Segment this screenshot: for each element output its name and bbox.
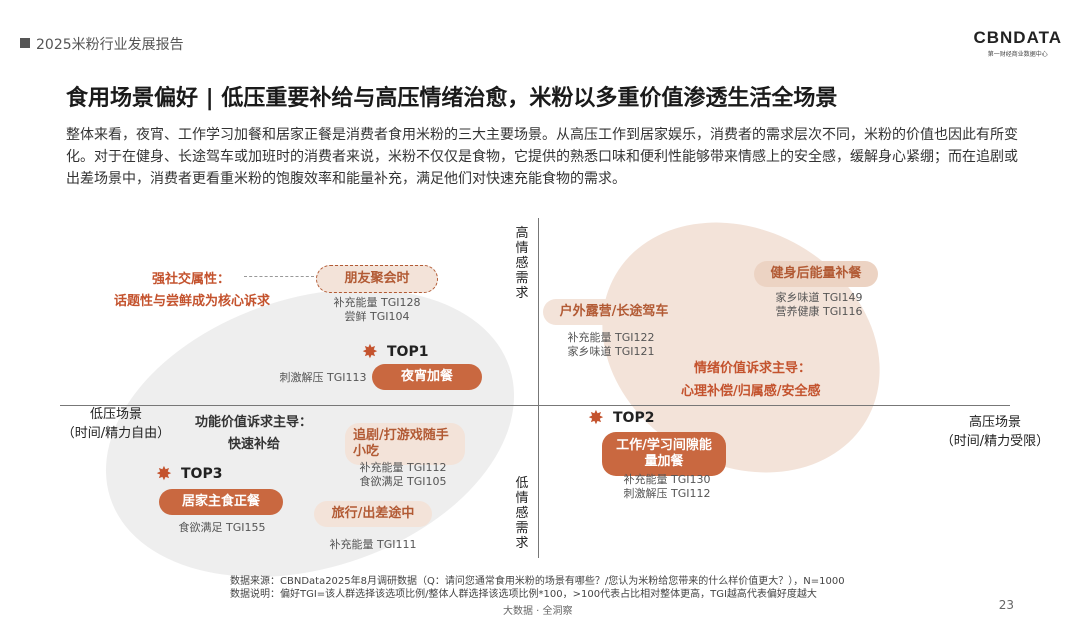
axis-left-line2: （时间/精力自由）	[61, 426, 171, 441]
report-label: 2025米粉行业发展报告	[36, 37, 184, 53]
emotional-group-title: 情绪价值诉求主导：	[694, 361, 812, 376]
scene-friends-tgi: 补充能量 TGI128 尝鲜 TGI104	[316, 296, 438, 324]
top2-label: TOP2	[613, 410, 655, 426]
scene-night-pill: 夜宵加餐	[372, 364, 482, 390]
social-connector-line	[244, 276, 314, 277]
scene-travel-tgi: 补充能量 TGI111	[329, 538, 417, 551]
scene-drama-pill: 追剧/打游戏随手小吃	[345, 423, 465, 465]
scene-gym-pill: 健身后能量补餐	[754, 261, 878, 287]
top3-star-icon: ✸	[156, 463, 172, 485]
scene-friends-pill: 朋友聚会时	[316, 265, 438, 293]
axis-right-line1: 高压场景	[968, 415, 1021, 430]
page-number: 23	[998, 598, 1014, 612]
scene-home-pill: 居家主食正餐	[159, 489, 283, 515]
cbndata-logo: CBNDATA 第一财经商业数据中心	[973, 28, 1062, 58]
footer-source: 数据来源：CBNData2025年8月调研数据（Q：请问您通常食用米粉的场景有哪…	[230, 576, 845, 587]
functional-group-title: 功能价值诉求主导：	[195, 415, 313, 430]
emotional-group-subtitle: 心理补偿/归属感/安全感	[681, 384, 821, 399]
vertical-axis	[538, 218, 539, 558]
scene-work-pill: 工作/学习间隙能量加餐	[602, 432, 726, 476]
footer-center: 大数据 · 全洞察	[503, 606, 573, 617]
tgi-line: 家乡味道 TGI149	[775, 291, 863, 304]
axis-left-label: 低压场景 （时间/精力自由）	[56, 405, 176, 443]
scene-drama-tgi: 补充能量 TGI112 食欲满足 TGI105	[348, 461, 458, 489]
top1-label: TOP1	[387, 344, 429, 360]
horizontal-axis	[60, 405, 1010, 406]
axis-left-line1: 低压场景	[89, 407, 142, 422]
scene-gym-tgi: 家乡味道 TGI149 营养健康 TGI116	[764, 291, 874, 319]
tgi-line: 食欲满足 TGI105	[359, 475, 447, 488]
tgi-line: 营养健康 TGI116	[775, 305, 863, 318]
footer-note: 数据说明：偏好TGI=该人群选择该选项比例/整体人群选择该选项比例*100，>1…	[230, 589, 817, 600]
scene-travel-pill: 旅行/出差途中	[314, 501, 432, 527]
axis-bottom-label: 低情感需求	[515, 476, 529, 551]
page-description: 整体来看，夜宵、工作学习加餐和居家正餐是消费者食用米粉的三大主要场景。从高压工作…	[66, 127, 1018, 187]
scene-night-tgi: 刺激解压 TGI113	[279, 371, 367, 384]
axis-right-label: 高压场景 （时间/精力受限）	[930, 413, 1060, 451]
tgi-line: 补充能量 TGI112	[359, 461, 447, 474]
scene-work-tgi: 补充能量 TGI130 刺激解压 TGI112	[612, 473, 722, 501]
page-title: 食用场景偏好 | 低压重要补给与高压情绪治愈，米粉以多重价值渗透生活全场景	[66, 86, 838, 111]
logo-main-text: CBNDATA	[973, 28, 1062, 47]
axis-right-line2: （时间/精力受限）	[940, 434, 1050, 449]
scene-outdoor-pill: 户外露营/长途驾车	[543, 299, 685, 325]
top3-label: TOP3	[181, 466, 223, 482]
social-group-subtitle: 话题性与尝鲜成为核心诉求	[114, 294, 271, 309]
axis-top-label: 高情感需求	[515, 226, 529, 301]
social-group-title: 强社交属性：	[152, 272, 231, 287]
header-square-icon	[20, 38, 30, 48]
logo-sub-text: 第一财经商业数据中心	[987, 51, 1048, 58]
tgi-line: 刺激解压 TGI112	[623, 487, 711, 500]
tgi-line: 尝鲜 TGI104	[344, 310, 410, 323]
top2-star-icon: ✸	[588, 407, 604, 429]
tgi-line: 补充能量 TGI128	[333, 296, 421, 309]
top1-star-icon: ✸	[362, 341, 378, 363]
tgi-line: 家乡味道 TGI121	[567, 345, 655, 358]
functional-group-subtitle: 快速补给	[228, 437, 281, 452]
scene-home-tgi: 食欲满足 TGI155	[178, 521, 266, 534]
tgi-line: 补充能量 TGI130	[623, 473, 711, 486]
scene-outdoor-tgi: 补充能量 TGI122 家乡味道 TGI121	[556, 331, 666, 359]
tgi-line: 补充能量 TGI122	[567, 331, 655, 344]
